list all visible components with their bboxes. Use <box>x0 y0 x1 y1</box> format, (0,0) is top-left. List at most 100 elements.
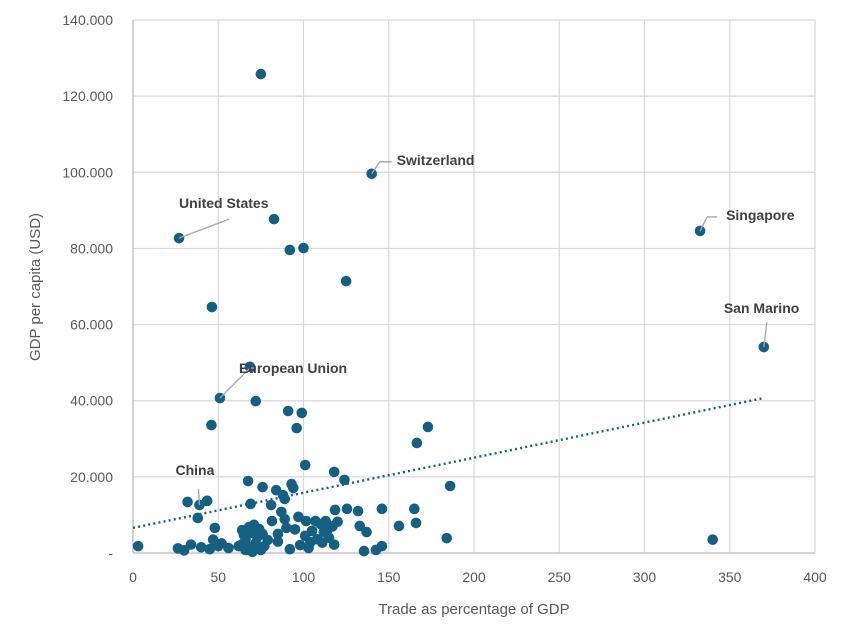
data-point <box>206 419 217 431</box>
x-tick-label: 200 <box>462 569 486 585</box>
data-point <box>242 475 254 487</box>
x-tick-label: 100 <box>292 569 316 585</box>
data-point <box>328 466 340 478</box>
x-axis-title: Trade as percentage of GDP <box>378 601 569 618</box>
data-point <box>281 522 292 534</box>
data-point <box>195 541 207 553</box>
data-point <box>268 213 280 225</box>
data-point <box>409 503 420 515</box>
data-point <box>277 489 289 501</box>
y-tick-label: 40.000 <box>70 393 113 409</box>
data-point <box>272 536 284 547</box>
x-tick-label: 150 <box>377 569 401 585</box>
data-point <box>352 505 364 517</box>
data-point <box>207 534 219 545</box>
data-point <box>238 529 250 541</box>
data-point <box>328 539 340 550</box>
data-point <box>441 532 453 544</box>
data-point <box>315 518 326 530</box>
data-point <box>305 537 316 548</box>
annotation-leader-line <box>699 216 718 232</box>
data-point <box>284 244 296 256</box>
data-point <box>182 496 193 508</box>
data-point <box>201 495 213 507</box>
y-axis-ticks: - 20.000 40.000 60.000 80.000 100.000 120.000 1… <box>62 12 113 561</box>
data-point <box>291 422 302 434</box>
data-point <box>178 545 190 556</box>
data-point <box>422 421 434 433</box>
annotation-leader-line <box>178 218 230 239</box>
data-point <box>250 395 262 407</box>
y-tick-label: 60.000 <box>70 317 113 333</box>
annotation-leader-line <box>219 367 256 399</box>
y-axis-title: GDP per capita (USD) <box>27 213 44 361</box>
annotation-label: Switzerland <box>397 152 475 168</box>
data-point <box>132 540 144 552</box>
data-point <box>276 506 287 518</box>
data-point <box>265 499 277 511</box>
data-point <box>204 543 216 555</box>
annotation-leader-line <box>197 488 201 506</box>
data-point <box>306 525 318 537</box>
data-point <box>284 543 296 555</box>
data-point <box>444 480 456 492</box>
data-point <box>206 301 218 313</box>
data-point <box>257 481 268 493</box>
annotation-leader-line <box>763 321 768 348</box>
data-point <box>244 361 256 373</box>
x-tick-label: 350 <box>718 569 742 585</box>
annotation-label: China <box>175 462 214 478</box>
x-tick-label: 400 <box>803 569 827 585</box>
y-tick-label: 20.000 <box>70 469 113 485</box>
data-point <box>318 526 330 538</box>
gridlines <box>132 19 816 554</box>
data-point <box>316 537 328 549</box>
y-tick-label: 100.000 <box>62 164 113 180</box>
data-point <box>332 516 343 528</box>
data-point <box>272 528 284 540</box>
data-point <box>376 540 388 552</box>
data-point <box>376 503 388 515</box>
data-point <box>245 498 256 510</box>
annotations: Switzerland United States Singapore San Mar… <box>175 152 799 506</box>
data-point <box>282 405 294 417</box>
data-point <box>339 474 350 486</box>
data-point <box>340 275 352 287</box>
annotation-label: San Marino <box>724 300 799 316</box>
x-tick-label: 300 <box>633 569 657 585</box>
data-point <box>255 544 267 556</box>
data-point <box>247 546 258 558</box>
data-point <box>257 528 268 540</box>
data-point <box>411 437 423 449</box>
y-tick-label: 140.000 <box>62 12 113 28</box>
data-point <box>266 515 278 527</box>
data-point <box>233 540 245 552</box>
data-point <box>393 520 405 532</box>
x-axis-ticks: 0 50 100 150 200 250 300 350 400 <box>129 569 827 585</box>
data-point <box>289 524 301 535</box>
y-tick-label: 120.000 <box>62 88 113 104</box>
data-point <box>358 545 370 557</box>
x-tick-label: 250 <box>548 569 572 585</box>
data-point <box>299 459 311 471</box>
data-point <box>341 503 353 515</box>
data-point <box>248 519 260 531</box>
x-tick-label: 50 <box>210 569 226 585</box>
y-tick-label: - <box>108 545 113 561</box>
data-point <box>209 522 221 534</box>
annotation-label: Singapore <box>726 207 795 223</box>
data-points <box>132 68 770 558</box>
data-point <box>293 511 304 523</box>
data-point <box>296 407 308 419</box>
data-point <box>361 526 372 538</box>
annotation-leader-line <box>371 161 392 175</box>
data-point <box>255 68 267 80</box>
data-point <box>410 517 422 529</box>
annotation-label: European Union <box>239 360 347 376</box>
data-point <box>329 504 341 516</box>
data-point <box>287 482 299 494</box>
data-point <box>216 538 227 549</box>
y-tick-label: 80.000 <box>70 240 113 256</box>
data-point <box>294 539 306 551</box>
